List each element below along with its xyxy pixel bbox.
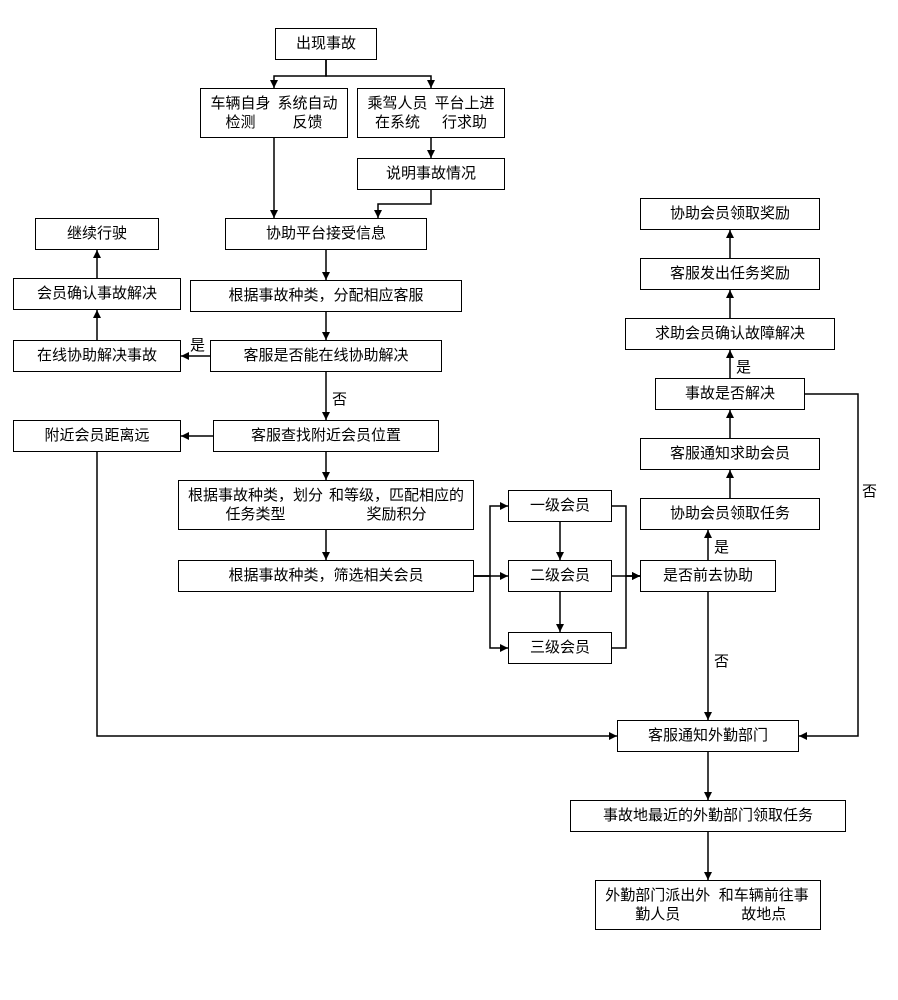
flowchart-node-n6: 根据事故种类，分配相应客服: [190, 280, 462, 312]
flowchart-node-n1: 出现事故: [275, 28, 377, 60]
edge-n14-n15: [474, 506, 508, 576]
edge-label-n18-n25: 否: [714, 650, 729, 671]
flowchart-node-n21: 事故是否解决: [655, 378, 805, 410]
flowchart-node-n15: 一级会员: [508, 490, 612, 522]
flowchart-node-n8: 在线协助解决事故: [13, 340, 181, 372]
flowchart-node-n14: 根据事故种类，筛选相关会员: [178, 560, 474, 592]
flowchart-node-n9: 会员确认事故解决: [13, 278, 181, 310]
flowchart-node-n18: 是否前去协助: [640, 560, 776, 592]
edge-n1-n2: [274, 60, 326, 88]
flowchart-node-n25: 客服通知外勤部门: [617, 720, 799, 752]
flowchart-node-n4: 说明事故情况: [357, 158, 505, 190]
flowchart-node-n24: 协助会员领取奖励: [640, 198, 820, 230]
flowchart-node-n23: 客服发出任务奖励: [640, 258, 820, 290]
edge-n1-n3: [326, 60, 431, 88]
edge-label-n7-n8: 是: [190, 334, 205, 355]
flowchart-node-n10: 继续行驶: [35, 218, 159, 250]
flowchart-node-n7: 客服是否能在线协助解决: [210, 340, 442, 372]
flowchart-node-n2: 车辆自身检测系统自动反馈: [200, 88, 348, 138]
edge-n14-n17: [474, 576, 508, 648]
flowchart-node-n26: 事故地最近的外勤部门领取任务: [570, 800, 846, 832]
edge-n4-n5: [378, 190, 431, 218]
flowchart-node-n12: 附近会员距离远: [13, 420, 181, 452]
flowchart-node-n13: 根据事故种类，划分任务类型和等级，匹配相应的奖励积分: [178, 480, 474, 530]
edge-label-n21-n25: 否: [862, 480, 877, 501]
flowchart-node-n16: 二级会员: [508, 560, 612, 592]
edge-label-n18-n19: 是: [714, 536, 729, 557]
flowchart-node-n19: 协助会员领取任务: [640, 498, 820, 530]
edge-label-n21-n22: 是: [736, 356, 751, 377]
flowchart-node-n20: 客服通知求助会员: [640, 438, 820, 470]
flowchart-node-n22: 求助会员确认故障解决: [625, 318, 835, 350]
flowchart-node-n5: 协助平台接受信息: [225, 218, 427, 250]
flowchart-node-n17: 三级会员: [508, 632, 612, 664]
flowchart-node-n3: 乘驾人员在系统平台上进行求助: [357, 88, 505, 138]
flowchart-node-n11: 客服查找附近会员位置: [213, 420, 439, 452]
edge-n15-n18: [612, 506, 640, 576]
flowchart-node-n27: 外勤部门派出外勤人员和车辆前往事故地点: [595, 880, 821, 930]
edge-label-n7-n11: 否: [332, 388, 347, 409]
edge-n17-n18: [612, 576, 640, 648]
